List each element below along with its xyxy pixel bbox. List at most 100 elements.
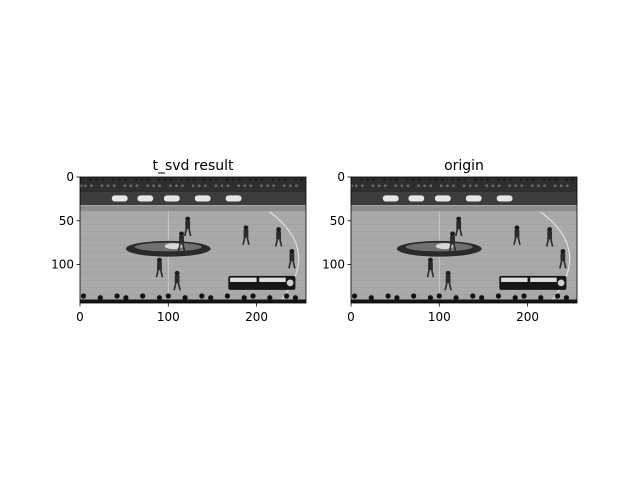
spectator xyxy=(199,293,205,299)
player-leg xyxy=(288,261,292,269)
player-leg xyxy=(426,269,430,278)
crowd-dot xyxy=(135,184,139,188)
spectator xyxy=(97,295,103,301)
crowd-dot xyxy=(411,178,415,182)
spectator xyxy=(563,295,570,301)
crowd-dot xyxy=(371,184,375,188)
y-tick-label: 100 xyxy=(322,258,345,272)
player-body xyxy=(174,275,180,284)
player-head xyxy=(445,270,451,276)
spectator xyxy=(140,293,146,299)
spectator xyxy=(292,295,299,301)
player-leg xyxy=(448,243,453,252)
player-leg xyxy=(188,228,192,237)
player-leg xyxy=(274,239,279,247)
crowd-dot xyxy=(354,184,358,188)
crowd-dot xyxy=(439,184,443,188)
player-head xyxy=(174,270,180,276)
player-leg xyxy=(430,269,435,278)
crowd-dot xyxy=(271,178,275,182)
crowd-dot xyxy=(417,178,421,182)
crowd-dot xyxy=(237,184,241,188)
crowd-dot xyxy=(134,178,138,182)
bottom-strip xyxy=(351,299,577,303)
player-body xyxy=(456,221,462,229)
crowd-dot xyxy=(300,178,304,182)
player-leg xyxy=(242,237,246,245)
player-leg xyxy=(155,269,159,278)
player-leg xyxy=(183,228,188,237)
ad-logo xyxy=(496,195,513,202)
crowd-dot xyxy=(186,178,190,182)
player-body xyxy=(157,262,162,271)
crowd-dot xyxy=(446,184,449,188)
crowd-dot xyxy=(360,178,363,182)
crowd-dot xyxy=(260,184,263,188)
court-image xyxy=(351,177,577,303)
player-leg xyxy=(517,237,521,245)
crowd-dot xyxy=(491,184,495,188)
crowd-dot xyxy=(474,178,477,182)
crowd-dot xyxy=(89,178,92,182)
crowd-dot xyxy=(175,184,178,188)
player-leg xyxy=(177,243,182,252)
spectator xyxy=(241,295,247,301)
spectator xyxy=(453,295,459,301)
x-tick-label: 0 xyxy=(347,310,355,324)
crowd-dot xyxy=(254,178,258,182)
crowd-dot xyxy=(496,178,500,182)
crowd-dot xyxy=(520,184,524,188)
crowd-dot xyxy=(452,184,455,188)
crowd-dot xyxy=(112,184,116,188)
scoreboard-cell xyxy=(230,277,257,282)
crowd-dot xyxy=(140,178,144,182)
spectator xyxy=(80,293,87,299)
ad-logo xyxy=(163,195,180,202)
crowd-dot xyxy=(215,178,219,182)
crowd-dot xyxy=(537,184,540,188)
crowd-dot xyxy=(123,184,127,188)
sideline xyxy=(80,205,306,212)
scoreboard-logo xyxy=(286,279,294,287)
player-leg xyxy=(459,228,463,237)
player-leg xyxy=(173,283,177,291)
crowd-dot xyxy=(243,184,247,188)
subplot-title: origin xyxy=(444,158,484,174)
player-head xyxy=(179,231,184,237)
spectator xyxy=(411,293,417,299)
ad-logo xyxy=(194,195,211,202)
player-body xyxy=(428,262,433,271)
ad-logo xyxy=(382,195,399,202)
crowd-dot xyxy=(405,178,409,182)
crowd-dot xyxy=(277,178,281,182)
ad-logo xyxy=(408,195,425,202)
crowd-dot xyxy=(462,184,466,188)
crowd-dot xyxy=(101,178,105,182)
player-leg xyxy=(444,283,448,291)
crowd-dot xyxy=(565,184,569,188)
player-leg xyxy=(182,243,186,252)
axes-frame xyxy=(350,176,578,304)
crowd-dot xyxy=(457,178,461,182)
crowd-dot xyxy=(360,184,364,188)
crowd-dot xyxy=(531,178,535,182)
crowd-dot xyxy=(531,184,534,188)
crowd-dot xyxy=(163,178,167,182)
crowd-dot xyxy=(395,178,398,182)
crowd-dot xyxy=(203,184,207,188)
crowd-dot xyxy=(509,178,512,182)
scoreboard-cell xyxy=(530,277,557,282)
crowd-dot xyxy=(106,184,110,188)
spectator xyxy=(208,295,214,301)
y-tick-label: 0 xyxy=(337,170,345,184)
spectator xyxy=(521,293,527,299)
y-tick-label: 0 xyxy=(66,170,74,184)
player-head xyxy=(185,216,191,222)
crowd-dot xyxy=(394,184,398,188)
crowd-dot xyxy=(129,184,133,188)
crowd-dot xyxy=(225,178,229,182)
crowd-dot xyxy=(282,184,286,188)
crowd-dot xyxy=(429,184,433,188)
spectator xyxy=(470,293,476,299)
